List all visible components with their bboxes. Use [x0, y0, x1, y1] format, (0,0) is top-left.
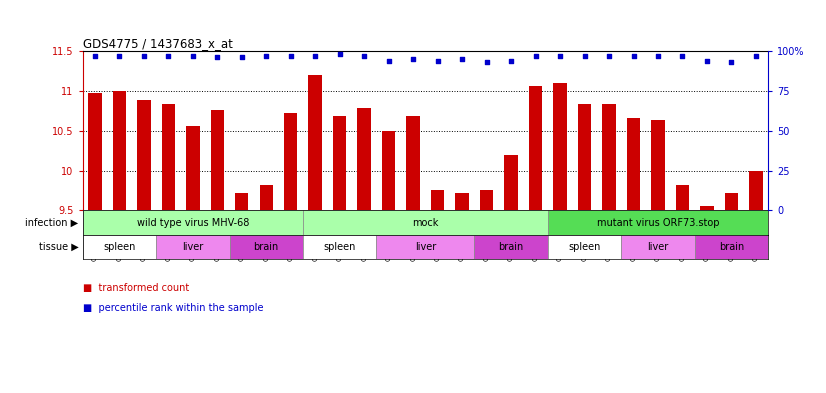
Bar	[578, 105, 591, 210]
Bar	[83, 210, 303, 235]
Point	[553, 53, 567, 59]
Bar	[749, 171, 762, 210]
Bar	[333, 116, 346, 210]
Point	[162, 53, 175, 59]
Text: GDS4775 / 1437683_x_at: GDS4775 / 1437683_x_at	[83, 37, 232, 50]
Bar	[627, 118, 640, 210]
Point	[480, 59, 493, 65]
Point	[211, 54, 224, 61]
Bar	[455, 193, 469, 210]
Text: spleen: spleen	[324, 242, 356, 252]
Text: wild type virus MHV-68: wild type virus MHV-68	[136, 218, 249, 228]
Bar	[303, 210, 548, 235]
Bar	[303, 235, 377, 259]
Text: ■  transformed count: ■ transformed count	[83, 283, 189, 293]
Text: liver: liver	[648, 242, 668, 252]
Bar	[474, 235, 548, 259]
Point	[259, 53, 273, 59]
Bar	[382, 131, 396, 210]
Text: infection ▶: infection ▶	[26, 218, 78, 228]
Text: brain: brain	[498, 242, 524, 252]
Bar	[529, 86, 543, 210]
Bar	[83, 235, 156, 259]
Point	[112, 53, 126, 59]
Point	[505, 57, 518, 64]
Text: tissue ▶: tissue ▶	[39, 242, 78, 252]
Bar	[186, 126, 200, 210]
Point	[676, 53, 689, 59]
Point	[700, 57, 714, 64]
Bar	[112, 91, 126, 210]
Bar	[621, 235, 695, 259]
Bar	[156, 235, 230, 259]
Bar	[211, 110, 224, 210]
Bar	[695, 235, 768, 259]
Point	[309, 53, 322, 59]
Text: brain: brain	[719, 242, 744, 252]
Text: mutant virus ORF73.stop: mutant virus ORF73.stop	[596, 218, 719, 228]
Point	[749, 53, 762, 59]
Point	[137, 53, 150, 59]
Point	[652, 53, 665, 59]
Bar	[548, 235, 621, 259]
Bar	[137, 101, 150, 210]
Point	[627, 53, 640, 59]
Point	[406, 56, 420, 62]
Bar	[700, 206, 714, 210]
Point	[725, 59, 738, 65]
Bar	[651, 120, 665, 210]
Point	[235, 54, 249, 61]
Point	[455, 56, 468, 62]
Text: ■  percentile rank within the sample: ■ percentile rank within the sample	[83, 303, 263, 312]
Text: brain: brain	[254, 242, 279, 252]
Point	[333, 51, 346, 57]
Bar	[676, 185, 689, 210]
Point	[382, 57, 396, 64]
Bar	[358, 108, 371, 210]
Bar	[480, 191, 493, 210]
Text: spleen: spleen	[103, 242, 135, 252]
Bar	[235, 193, 249, 210]
Text: spleen: spleen	[568, 242, 601, 252]
Bar	[259, 185, 273, 210]
Bar	[162, 105, 175, 210]
Bar	[308, 75, 322, 210]
Bar	[230, 235, 303, 259]
Point	[88, 53, 102, 59]
Point	[578, 53, 591, 59]
Bar	[377, 235, 474, 259]
Bar	[553, 83, 567, 210]
Bar	[431, 190, 444, 210]
Point	[284, 53, 297, 59]
Point	[529, 53, 542, 59]
Bar	[284, 113, 297, 210]
Text: liver: liver	[415, 242, 436, 252]
Bar	[602, 105, 615, 210]
Bar	[548, 210, 768, 235]
Point	[186, 53, 199, 59]
Point	[358, 53, 371, 59]
Bar	[406, 116, 420, 210]
Bar	[505, 155, 518, 210]
Point	[602, 53, 615, 59]
Point	[431, 57, 444, 64]
Text: liver: liver	[183, 242, 203, 252]
Bar	[724, 193, 738, 210]
Text: mock: mock	[412, 218, 439, 228]
Bar	[88, 92, 102, 210]
